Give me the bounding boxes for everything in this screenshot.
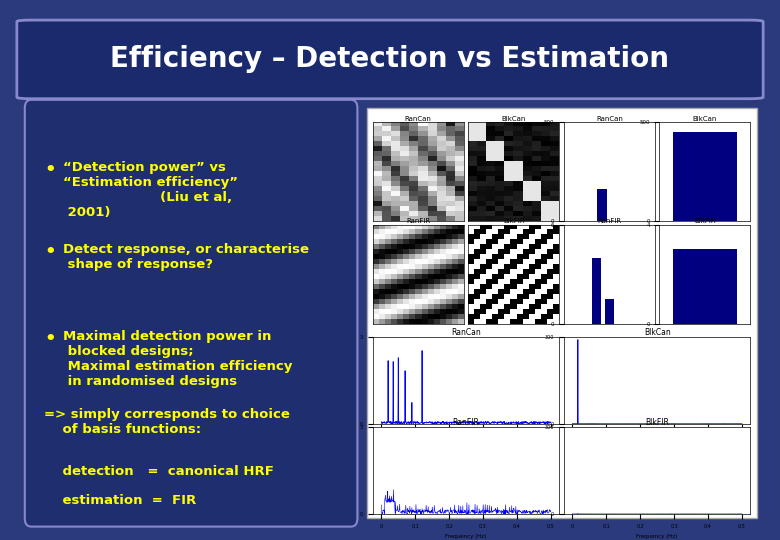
FancyBboxPatch shape (25, 100, 357, 526)
Title: RanFIR: RanFIR (597, 218, 622, 224)
Text: estimation  =  FIR: estimation = FIR (44, 494, 197, 507)
Title: BlkFIR: BlkFIR (503, 218, 525, 224)
Bar (597, 190, 607, 221)
Text: Efficiency – Detection vs Estimation: Efficiency – Detection vs Estimation (111, 45, 669, 73)
Text: Detect response, or characterise
 shape of response?: Detect response, or characterise shape o… (63, 244, 309, 272)
X-axis label: Frequency (Hz): Frequency (Hz) (445, 444, 487, 449)
Title: RanCan: RanCan (405, 116, 431, 122)
Title: BlkCan: BlkCan (502, 116, 526, 122)
Title: BlkFIR: BlkFIR (645, 418, 669, 427)
FancyBboxPatch shape (17, 20, 763, 99)
Title: BlkCan: BlkCan (693, 116, 717, 122)
Text: Maximal detection power in
 blocked designs;
 Maximal estimation efficiency
 in : Maximal detection power in blocked desig… (63, 329, 292, 388)
Text: detection   =  canonical HRF: detection = canonical HRF (44, 465, 274, 478)
Title: RanCan: RanCan (596, 116, 622, 122)
X-axis label: Frequency (Hz): Frequency (Hz) (445, 535, 487, 539)
Title: RanFIR: RanFIR (406, 218, 431, 224)
Bar (604, 299, 614, 324)
Title: RanFIR: RanFIR (452, 418, 480, 427)
Title: BlkCan: BlkCan (644, 328, 671, 337)
Text: => simply corresponds to choice
    of basis functions:: => simply corresponds to choice of basis… (44, 408, 290, 436)
Text: •: • (44, 161, 55, 179)
Title: RanCan: RanCan (451, 328, 481, 337)
Bar (673, 132, 737, 221)
Title: BlkFIR: BlkFIR (694, 218, 716, 224)
FancyBboxPatch shape (367, 108, 757, 518)
X-axis label: Frequency (Hz): Frequency (Hz) (636, 444, 678, 449)
Text: “Detection power” vs
“Estimation efficiency”
                     (Liu et al,
 2: “Detection power” vs “Estimation efficie… (63, 161, 238, 219)
Text: •: • (44, 244, 55, 261)
Text: •: • (44, 329, 55, 348)
X-axis label: Frequency (Hz): Frequency (Hz) (636, 535, 678, 539)
Bar (592, 258, 601, 324)
Bar (673, 249, 737, 324)
